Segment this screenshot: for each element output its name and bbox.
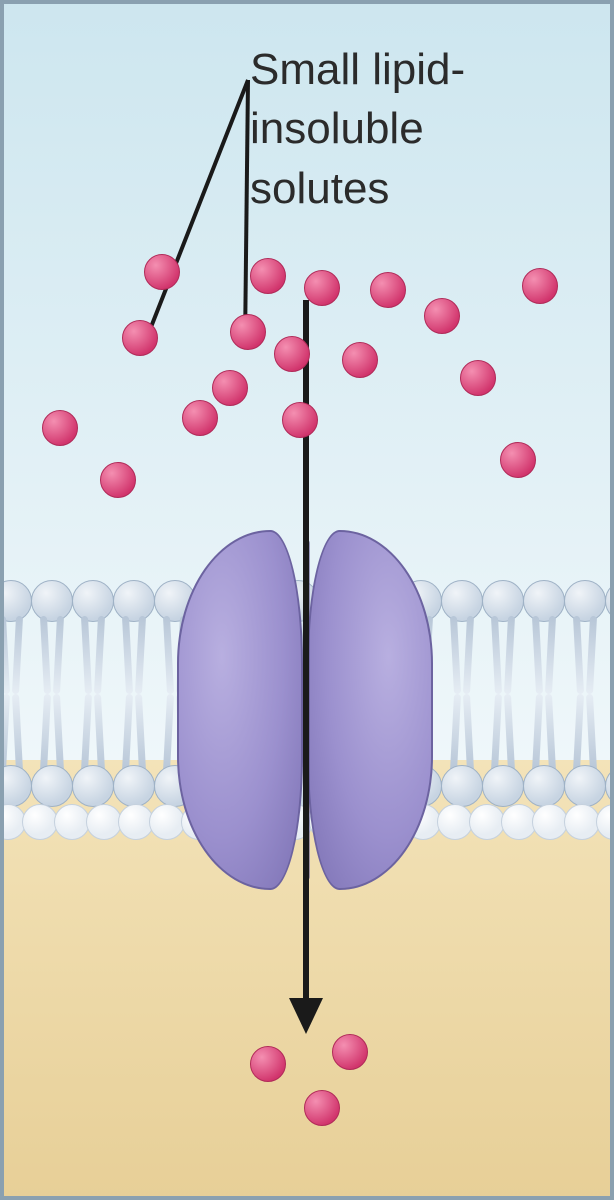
solute-particle: [144, 254, 180, 290]
phospholipid-head: [441, 765, 483, 807]
phospholipid-head: [31, 765, 73, 807]
solute-particle: [304, 1090, 340, 1126]
solute-particle: [230, 314, 266, 350]
solute-particle: [212, 370, 248, 406]
solute-particle: [122, 320, 158, 356]
solute-particle: [282, 402, 318, 438]
solute-particle: [42, 410, 78, 446]
phospholipid-head: [0, 765, 32, 807]
protein-subunit: [177, 530, 303, 890]
solute-particle: [370, 272, 406, 308]
protein-subunit: [307, 530, 433, 890]
solute-particle: [522, 268, 558, 304]
diagram-canvas: Small lipid- insoluble solutes: [0, 0, 614, 1200]
solute-particle: [342, 342, 378, 378]
phospholipid-head: [523, 765, 565, 807]
solute-particle: [500, 442, 536, 478]
solute-particle: [274, 336, 310, 372]
solute-particle: [182, 400, 218, 436]
solute-particle: [460, 360, 496, 396]
solute-particle: [424, 298, 460, 334]
phospholipid-head: [605, 765, 614, 807]
phospholipid-head: [72, 765, 114, 807]
solute-particle: [304, 270, 340, 306]
phospholipid-head: [564, 765, 606, 807]
solute-particle: [100, 462, 136, 498]
solute-particle: [250, 1046, 286, 1082]
phospholipid-head: [113, 765, 155, 807]
solute-particle: [332, 1034, 368, 1070]
solute-label: Small lipid- insoluble solutes: [250, 40, 465, 218]
phospholipid-head: [482, 765, 524, 807]
solute-particle: [250, 258, 286, 294]
